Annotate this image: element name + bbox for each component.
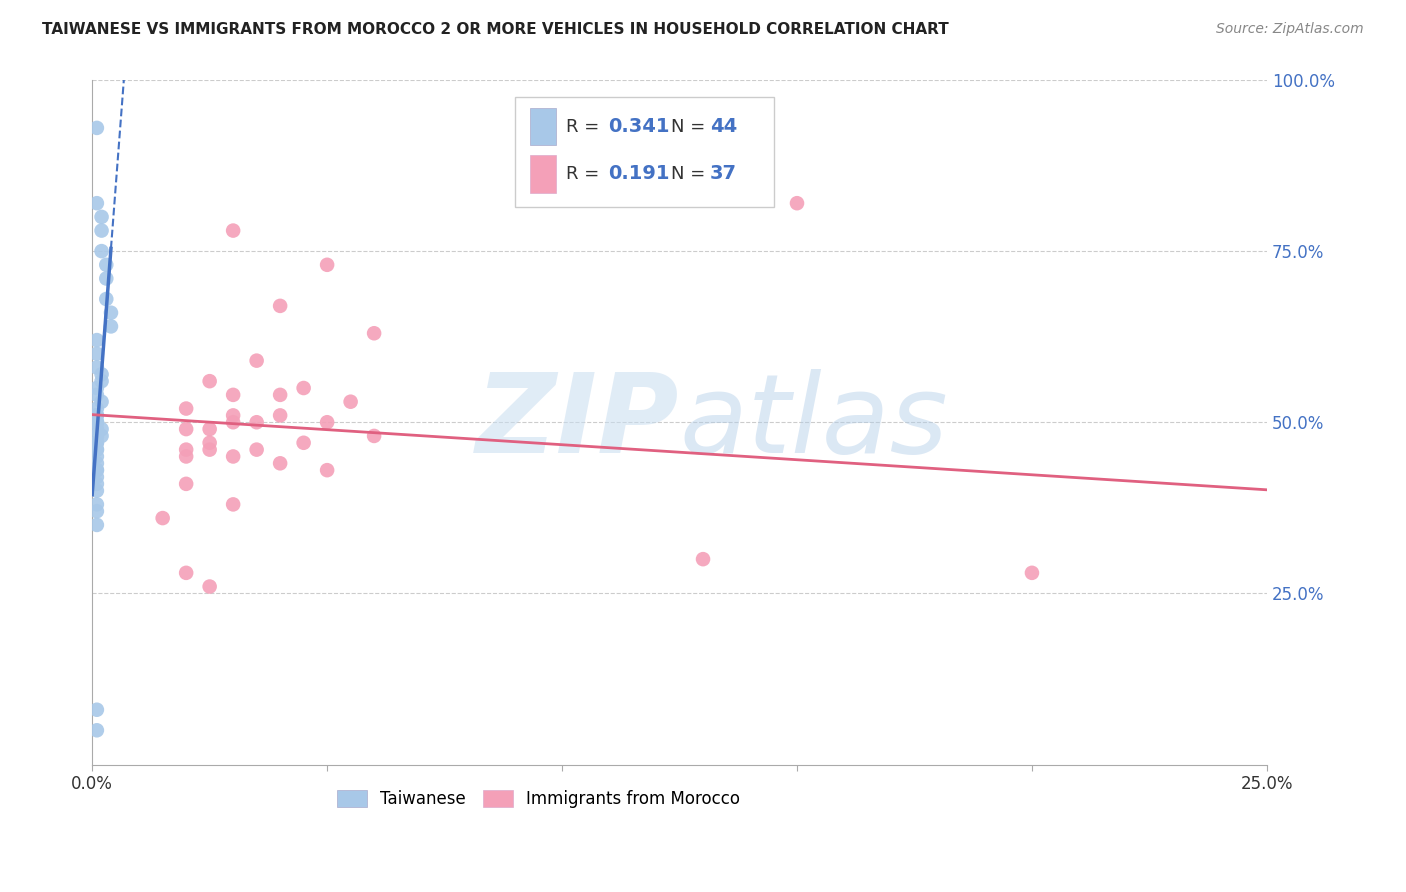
Point: [316, 463, 339, 477]
Text: atlas: atlas: [679, 368, 948, 475]
FancyBboxPatch shape: [530, 155, 557, 193]
Point: [96, 292, 118, 306]
Point: [316, 258, 339, 272]
Text: R =: R =: [565, 118, 599, 136]
FancyBboxPatch shape: [515, 97, 773, 207]
Point: [86, 435, 108, 450]
Point: [152, 511, 174, 525]
Point: [90, 244, 112, 259]
FancyBboxPatch shape: [530, 108, 557, 145]
Point: [198, 442, 221, 457]
Point: [198, 580, 221, 594]
Point: [86, 415, 108, 429]
Point: [1350, 559, 1372, 574]
Point: [198, 435, 221, 450]
Point: [174, 566, 197, 580]
Point: [86, 381, 108, 395]
Point: [86, 497, 108, 511]
Point: [86, 409, 108, 423]
Point: [363, 326, 385, 341]
Point: [86, 347, 108, 361]
Point: [86, 450, 108, 464]
Point: [174, 442, 197, 457]
Text: 0.191: 0.191: [607, 164, 669, 183]
Legend: Taiwanese, Immigrants from Morocco: Taiwanese, Immigrants from Morocco: [330, 783, 747, 814]
Point: [316, 415, 339, 429]
Point: [692, 552, 714, 566]
Point: [86, 723, 108, 738]
Point: [292, 435, 315, 450]
Point: [90, 422, 112, 436]
Point: [90, 368, 112, 382]
Point: [269, 456, 291, 470]
Point: [246, 353, 269, 368]
Text: 44: 44: [710, 117, 737, 136]
Point: [90, 210, 112, 224]
Text: ZIP: ZIP: [477, 368, 679, 475]
Point: [292, 381, 315, 395]
Point: [339, 394, 361, 409]
Point: [86, 409, 108, 423]
Point: [86, 422, 108, 436]
Point: [90, 394, 112, 409]
Point: [86, 504, 108, 518]
Text: 0.341: 0.341: [607, 117, 669, 136]
Text: N =: N =: [671, 165, 706, 183]
Point: [222, 415, 245, 429]
Point: [100, 319, 122, 334]
Text: 37: 37: [710, 164, 737, 183]
Point: [269, 409, 291, 423]
Point: [90, 374, 112, 388]
Point: [96, 258, 118, 272]
Point: [222, 497, 245, 511]
Point: [86, 463, 108, 477]
Point: [222, 450, 245, 464]
Point: [86, 333, 108, 347]
Point: [86, 456, 108, 470]
Point: [269, 388, 291, 402]
Point: [246, 415, 269, 429]
Point: [96, 271, 118, 285]
Point: [86, 415, 108, 429]
Point: [174, 401, 197, 416]
Point: [198, 422, 221, 436]
Point: [86, 483, 108, 498]
Point: [86, 517, 108, 532]
Point: [198, 374, 221, 388]
Point: [222, 388, 245, 402]
Point: [1021, 566, 1043, 580]
Text: Source: ZipAtlas.com: Source: ZipAtlas.com: [1216, 22, 1364, 37]
Point: [86, 442, 108, 457]
Point: [86, 442, 108, 457]
Point: [100, 306, 122, 320]
Text: N =: N =: [671, 118, 706, 136]
Point: [222, 223, 245, 237]
Point: [222, 409, 245, 423]
Point: [86, 388, 108, 402]
Point: [90, 429, 112, 443]
Point: [86, 703, 108, 717]
Point: [86, 435, 108, 450]
Point: [86, 476, 108, 491]
Point: [86, 463, 108, 477]
Text: TAIWANESE VS IMMIGRANTS FROM MOROCCO 2 OR MORE VEHICLES IN HOUSEHOLD CORRELATION: TAIWANESE VS IMMIGRANTS FROM MOROCCO 2 O…: [42, 22, 949, 37]
Point: [86, 415, 108, 429]
Point: [86, 401, 108, 416]
Point: [269, 299, 291, 313]
Point: [246, 442, 269, 457]
Point: [363, 429, 385, 443]
Point: [86, 470, 108, 484]
Point: [174, 476, 197, 491]
Point: [174, 450, 197, 464]
Point: [90, 223, 112, 237]
Text: R =: R =: [565, 165, 599, 183]
Point: [86, 360, 108, 375]
Point: [86, 196, 108, 211]
Point: [86, 120, 108, 135]
Point: [86, 429, 108, 443]
Point: [174, 422, 197, 436]
Point: [786, 196, 808, 211]
